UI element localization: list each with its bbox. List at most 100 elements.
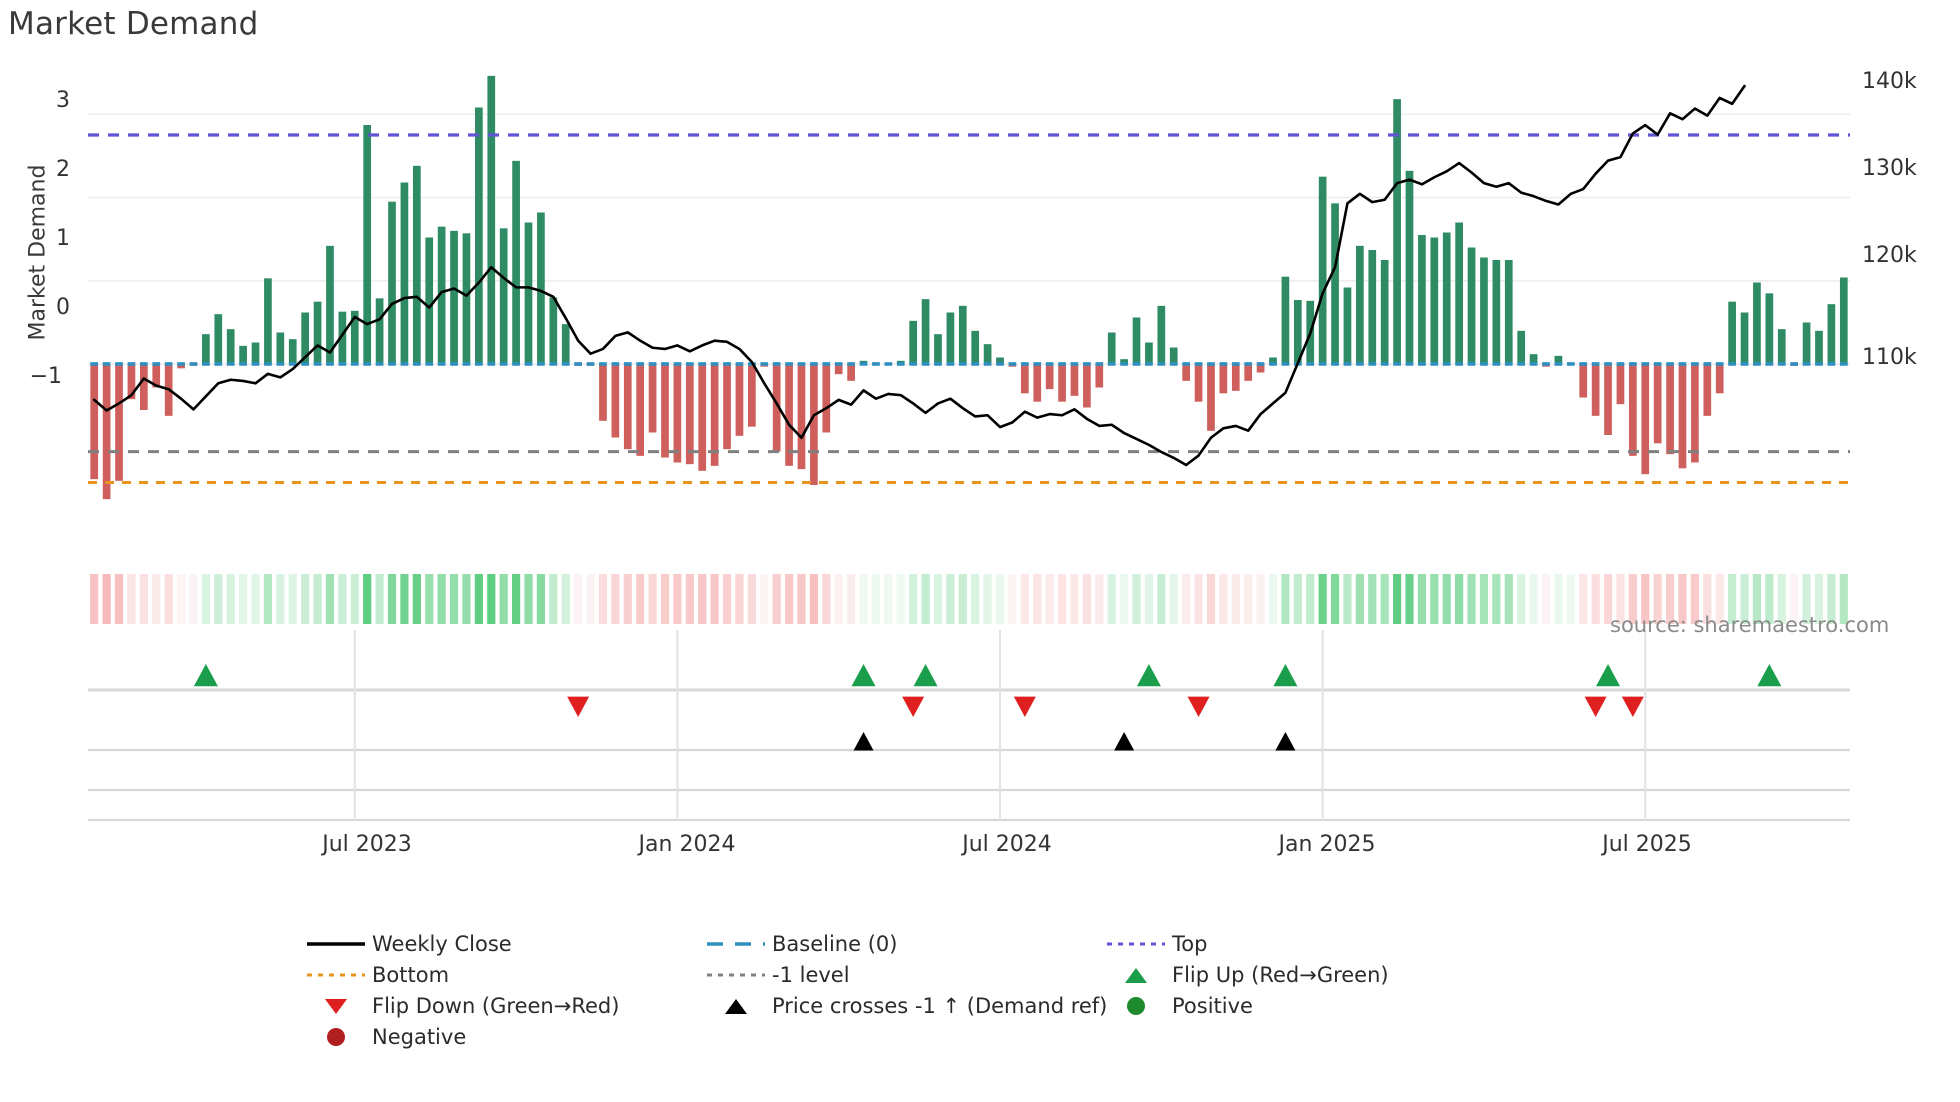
heatmap-cell (784, 574, 794, 624)
baseline-tick (1083, 362, 1091, 366)
heatmap-cell (710, 574, 719, 624)
heatmap-cell (338, 574, 347, 624)
baseline-tick (1529, 362, 1538, 366)
demand-bar (1356, 245, 1364, 365)
heatmap-cell (400, 574, 409, 624)
heatmap-cell (1281, 574, 1290, 624)
baseline-tick (1380, 362, 1389, 366)
demand-bar (1591, 364, 1600, 416)
baseline-tick (164, 362, 173, 366)
heatmap-cell (1380, 574, 1389, 624)
baseline-tick (102, 362, 111, 366)
legend-label: Weekly Close (372, 931, 512, 956)
baseline-tick (1703, 362, 1712, 366)
heatmap-cell (1566, 574, 1575, 624)
demand-bar (1616, 364, 1625, 405)
demand-bar (623, 364, 632, 450)
heatmap-cell (487, 574, 496, 624)
flip-down-marker (567, 696, 590, 717)
demand-bar (1815, 330, 1823, 365)
demand-bar (599, 364, 607, 421)
heatmap-cell (561, 574, 570, 624)
demand-bar (115, 364, 123, 481)
baseline-tick (1356, 362, 1364, 366)
demand-bar (264, 278, 272, 365)
demand-bar (1132, 317, 1141, 365)
heatmap-cell (127, 574, 136, 624)
heatmap-cell (1070, 574, 1079, 624)
demand-bar (1318, 176, 1327, 365)
baseline-tick (1802, 362, 1811, 366)
demand-bar (1629, 364, 1637, 456)
heatmap-cell (1628, 574, 1637, 624)
heatmap-cell (1169, 574, 1178, 624)
legend-label: Bottom (372, 962, 450, 987)
demand-bar (412, 165, 421, 365)
demand-bar (239, 345, 247, 365)
baseline-tick (1629, 362, 1637, 366)
baseline-tick (797, 362, 806, 366)
baseline-tick (921, 362, 930, 366)
demand-bar (350, 310, 359, 365)
baseline-tick (1678, 362, 1687, 366)
baseline-tick (1467, 362, 1476, 366)
heatmap-cell (1517, 574, 1526, 624)
demand-bar (1045, 364, 1054, 390)
legend-item-baseline: Baseline (0) (700, 928, 1090, 959)
heatmap-cell (1343, 574, 1352, 624)
baseline-tick (934, 362, 942, 366)
heatmap-cell (1293, 574, 1302, 624)
baseline-tick (412, 362, 421, 366)
baseline-tick (1641, 362, 1650, 366)
demand-bar (177, 364, 185, 369)
demand-bar (152, 364, 161, 388)
heatmap-cell (760, 574, 769, 624)
baseline-tick (1442, 362, 1451, 366)
baseline-tick (1256, 362, 1265, 366)
flip-down-marker (902, 696, 925, 717)
demand-bar (437, 226, 446, 365)
y-tick-right-120k: 120k (1862, 243, 1917, 268)
baseline-tick (996, 362, 1004, 366)
triangle-up-green-icon (1100, 964, 1172, 986)
marker-rows (88, 630, 1850, 822)
heatmap-cell (1790, 574, 1799, 624)
heatmap-cell (1392, 574, 1402, 624)
heatmap-cell (114, 574, 124, 624)
legend-item-bottom: Bottom (300, 959, 690, 990)
baseline-tick (375, 362, 384, 366)
heatmap-cell (847, 574, 856, 624)
flip-up-markers (193, 664, 1782, 687)
demand-bar (1703, 364, 1712, 416)
legend-item-positive: Positive (1100, 990, 1490, 1021)
demand-bar (1207, 364, 1215, 431)
baseline-tick (1306, 362, 1315, 366)
heatmap-cell (859, 574, 868, 624)
demand-bar (102, 364, 111, 500)
dotted-line-purple-icon (1100, 933, 1172, 955)
baseline-tick (1095, 362, 1104, 366)
baseline-tick (1194, 362, 1203, 366)
baseline-tick (450, 362, 458, 366)
heatmap-cell (1405, 574, 1414, 624)
heatmap-cell (139, 574, 148, 624)
heatmap-cell (425, 574, 434, 624)
legend-label: Price crosses -1 ↑ (Demand ref) (772, 993, 1108, 1018)
baseline-tick (1715, 362, 1724, 366)
heatmap-cell (363, 574, 372, 624)
demand-bar (524, 222, 533, 365)
demand-bar (313, 301, 322, 365)
baseline-tick (152, 362, 161, 366)
heatmap-cell (685, 574, 694, 624)
flip-up-marker (851, 664, 876, 687)
demand-bar (1070, 364, 1079, 396)
heatmap-cell (1541, 574, 1551, 624)
demand-bar (1467, 247, 1476, 365)
baseline-tick (735, 362, 744, 366)
heatmap-cell (90, 574, 99, 624)
baseline-tick (276, 362, 285, 366)
baseline-tick (1132, 362, 1141, 366)
heatmap-cell (1107, 574, 1116, 624)
heatmap-cell (1330, 574, 1340, 624)
baseline-tick (1455, 362, 1463, 366)
